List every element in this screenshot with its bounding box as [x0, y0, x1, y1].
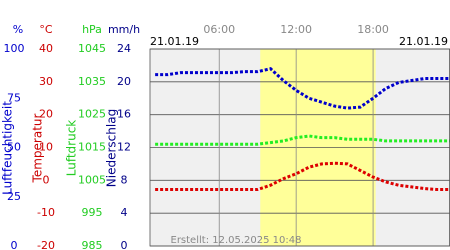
y-tick-label: 24 — [117, 42, 131, 55]
y-tick-label: 20 — [39, 108, 53, 121]
axis-label: Luftdruck — [65, 120, 79, 177]
y-tick-label: 8 — [121, 173, 128, 186]
y-tick-label: 20 — [117, 75, 131, 88]
axis-unit: % — [13, 23, 23, 36]
date-right: 21.01.19 — [399, 35, 448, 48]
y-tick-label: 4 — [121, 206, 128, 219]
y-tick-label: 25 — [7, 190, 21, 203]
axis-label: Niederschlag — [105, 109, 119, 187]
date-left: 21.01.19 — [150, 35, 199, 48]
y-tick-label: -20 — [37, 239, 55, 250]
y-tick-label: 10 — [39, 141, 53, 154]
y-tick-label: 0 — [43, 173, 50, 186]
y-tick-label: 100 — [4, 42, 25, 55]
series-line — [155, 134, 450, 146]
axis-label: Temperatur — [31, 113, 45, 183]
y-tick-label: 1015 — [78, 141, 106, 154]
y-tick-label: 50 — [7, 141, 21, 154]
y-tick-label: 0 — [121, 239, 128, 250]
footer: Erstellt: 12.05.2025 10:48 — [171, 235, 302, 246]
x-tick-label: 18:00 — [357, 23, 389, 36]
y-tick-label: 1035 — [78, 75, 106, 88]
axis-unit: hPa — [82, 23, 102, 36]
y-tick-label: 0 — [11, 239, 18, 250]
series-line — [155, 161, 450, 192]
y-tick-label: 12 — [117, 141, 131, 154]
y-tick-label: 16 — [117, 108, 131, 121]
series-line — [155, 67, 450, 110]
axis-unit: °C — [39, 23, 53, 36]
y-tick-label: 30 — [39, 75, 53, 88]
axis-label: Luftfeuchtigkeit — [1, 101, 15, 195]
axis-unit: mm/h — [108, 23, 140, 36]
y-tick-label: 1025 — [78, 108, 106, 121]
y-tick-label: 995 — [82, 206, 103, 219]
y-tick-label: 985 — [82, 239, 103, 250]
y-tick-label: 1045 — [78, 42, 106, 55]
y-tick-label: -10 — [37, 206, 55, 219]
x-tick-label: 06:00 — [203, 23, 235, 36]
y-tick-label: 1005 — [78, 173, 106, 186]
y-tick-label: 75 — [7, 91, 21, 104]
x-tick-label: 12:00 — [280, 23, 312, 36]
y-tick-label: 40 — [39, 42, 53, 55]
